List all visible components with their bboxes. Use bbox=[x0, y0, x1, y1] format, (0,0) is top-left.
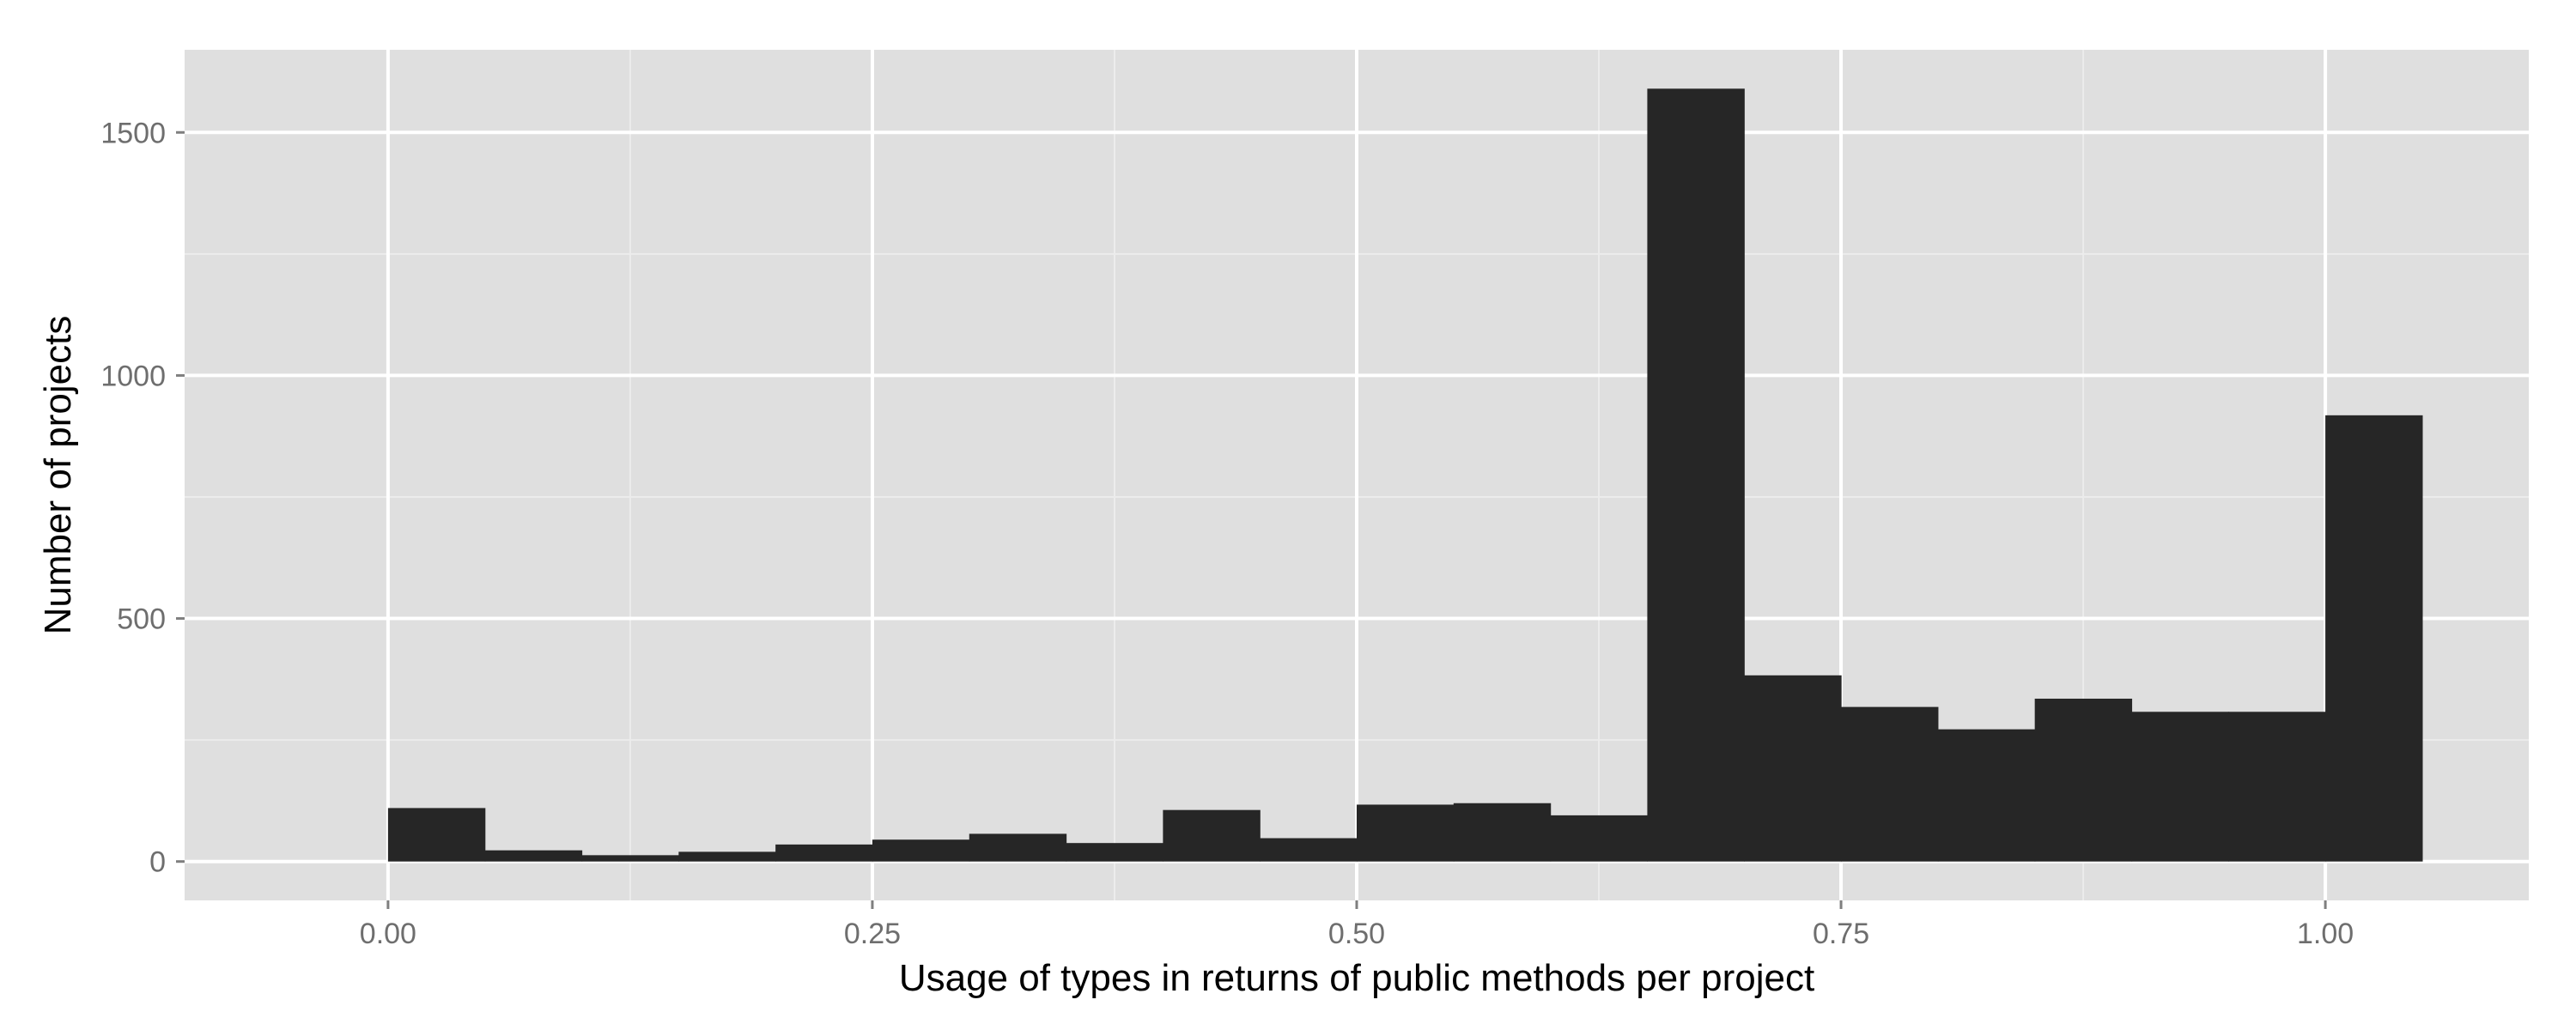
histogram-bar bbox=[1260, 838, 1358, 862]
histogram-bar bbox=[872, 839, 970, 862]
x-axis-ticks: 0.00 0.25 0.50 0.75 1.00 bbox=[360, 900, 2354, 950]
histogram-bar bbox=[2131, 712, 2229, 862]
histogram-bar bbox=[1937, 729, 2036, 862]
histogram-bar bbox=[2228, 712, 2326, 862]
x-tick-label: 1.00 bbox=[2297, 918, 2354, 950]
histogram-bars bbox=[387, 88, 2423, 862]
x-tick-label: 0.00 bbox=[360, 918, 416, 950]
x-axis-title: Usage of types in returns of public meth… bbox=[899, 957, 1814, 999]
histogram-bar bbox=[1163, 809, 1261, 862]
histogram-bar bbox=[1357, 804, 1455, 862]
histogram-bar bbox=[1744, 675, 1842, 862]
x-tick-label: 0.50 bbox=[1328, 918, 1385, 950]
y-tick-label: 0 bbox=[149, 846, 166, 879]
histogram-bar bbox=[1647, 88, 1745, 862]
histogram-bar bbox=[1453, 803, 1552, 862]
histogram-bar bbox=[1550, 815, 1649, 862]
histogram-bar bbox=[969, 833, 1067, 862]
histogram-bar bbox=[2325, 415, 2423, 862]
histogram-bar bbox=[678, 851, 776, 862]
histogram-bar bbox=[581, 855, 679, 862]
histogram-bar bbox=[1066, 843, 1163, 862]
histogram-bar bbox=[484, 850, 583, 862]
y-axis-ticks: 0 500 1000 1500 bbox=[100, 117, 185, 879]
histogram-bar bbox=[1841, 706, 1939, 862]
y-tick-label: 1000 bbox=[100, 360, 166, 392]
x-tick-label: 0.75 bbox=[1813, 918, 1869, 950]
y-tick-label: 1500 bbox=[100, 117, 166, 149]
x-tick-label: 0.25 bbox=[844, 918, 901, 950]
histogram-bar bbox=[775, 844, 873, 862]
histogram-bar bbox=[387, 808, 486, 862]
y-axis-title: Number of projects bbox=[37, 316, 79, 635]
histogram-bar bbox=[2034, 698, 2133, 862]
y-tick-label: 500 bbox=[117, 603, 166, 636]
